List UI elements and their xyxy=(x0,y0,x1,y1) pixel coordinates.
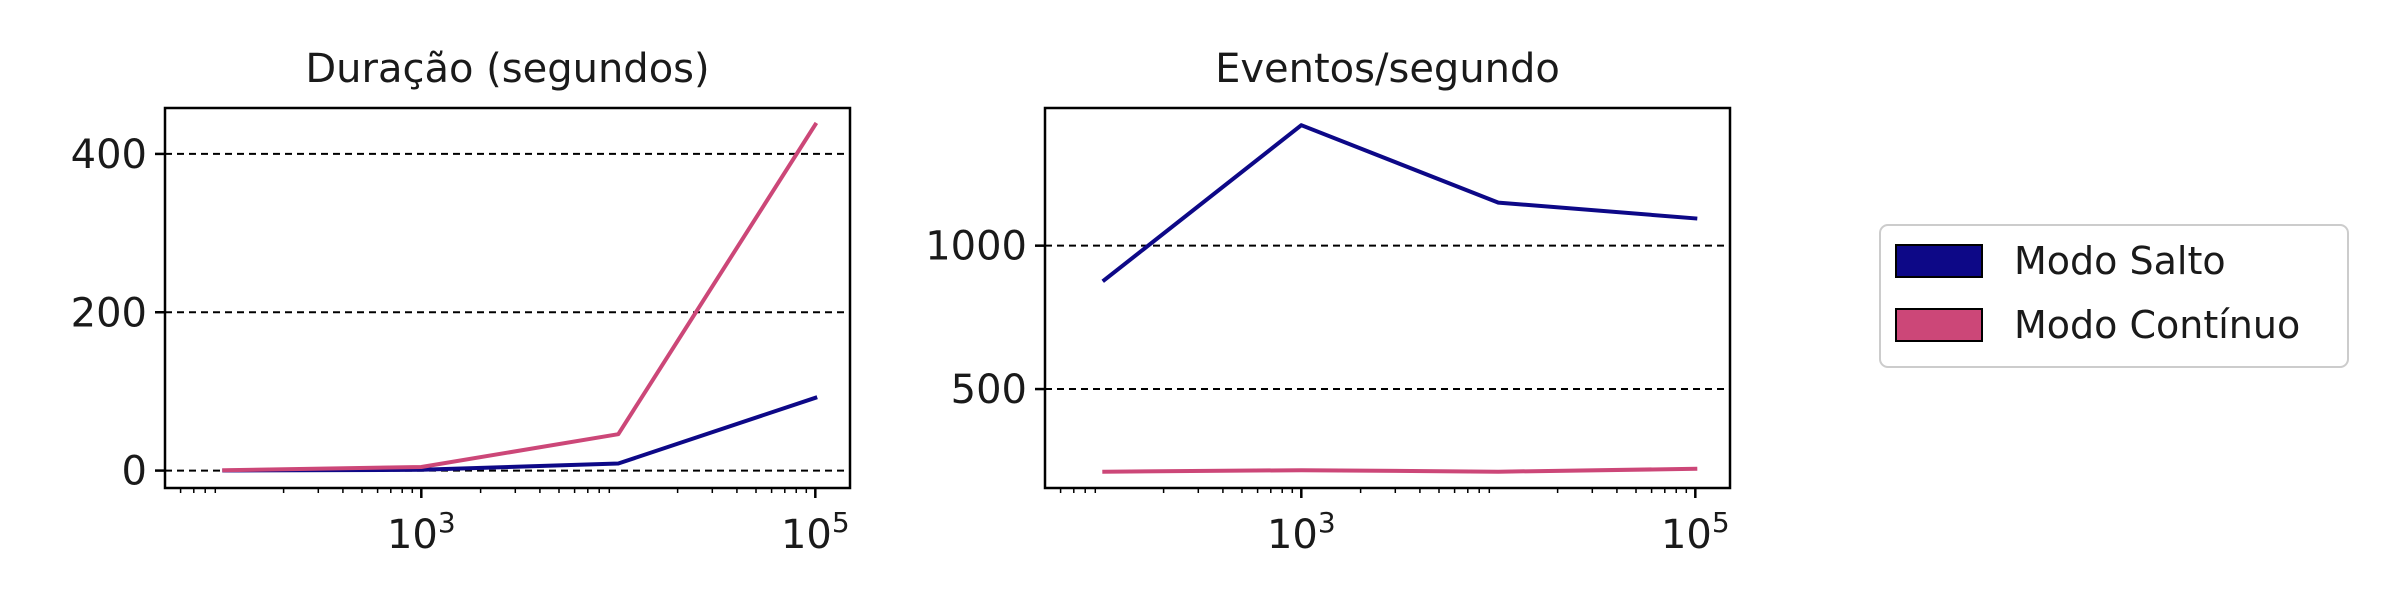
legend-label-modo-salto: Modo Salto xyxy=(2014,239,2226,283)
x-tick-label: 103 xyxy=(1267,506,1336,558)
y-tick-label: 1000 xyxy=(925,224,1027,270)
series-line-modo-continuo xyxy=(222,121,819,473)
x-tick-label: 105 xyxy=(1661,506,1730,558)
series-line-modo-salto xyxy=(1101,123,1698,283)
y-tick-label: 500 xyxy=(951,367,1027,413)
x-tick-label: 103 xyxy=(387,506,456,558)
legend-frame xyxy=(1879,224,2349,368)
chart-title: Eventos/segundo xyxy=(1215,46,1560,92)
legend-label-modo-continuo: Modo Contínuo xyxy=(2014,303,2300,347)
plot-frame xyxy=(163,106,852,490)
legend-swatch-modo-continuo xyxy=(1895,308,1983,342)
plot-frame xyxy=(1043,106,1732,490)
chart-eventos-por-segundo: Eventos/segundo 500 1000 103 105 xyxy=(925,46,1732,558)
y-tick-label: 400 xyxy=(71,132,147,178)
series-line-modo-salto xyxy=(222,395,818,473)
chart-title: Duração (segundos) xyxy=(305,46,709,92)
legend: Modo Salto Modo Contínuo xyxy=(1879,224,2349,368)
chart-duracao: Duração (segundos) 0 200 400 103 105 xyxy=(71,46,852,558)
legend-swatch-modo-salto xyxy=(1895,244,1983,278)
x-tick-label: 105 xyxy=(781,506,850,558)
series-line-modo-continuo xyxy=(1102,466,1698,474)
y-tick-label: 0 xyxy=(122,449,147,495)
y-tick-label: 200 xyxy=(71,290,147,336)
